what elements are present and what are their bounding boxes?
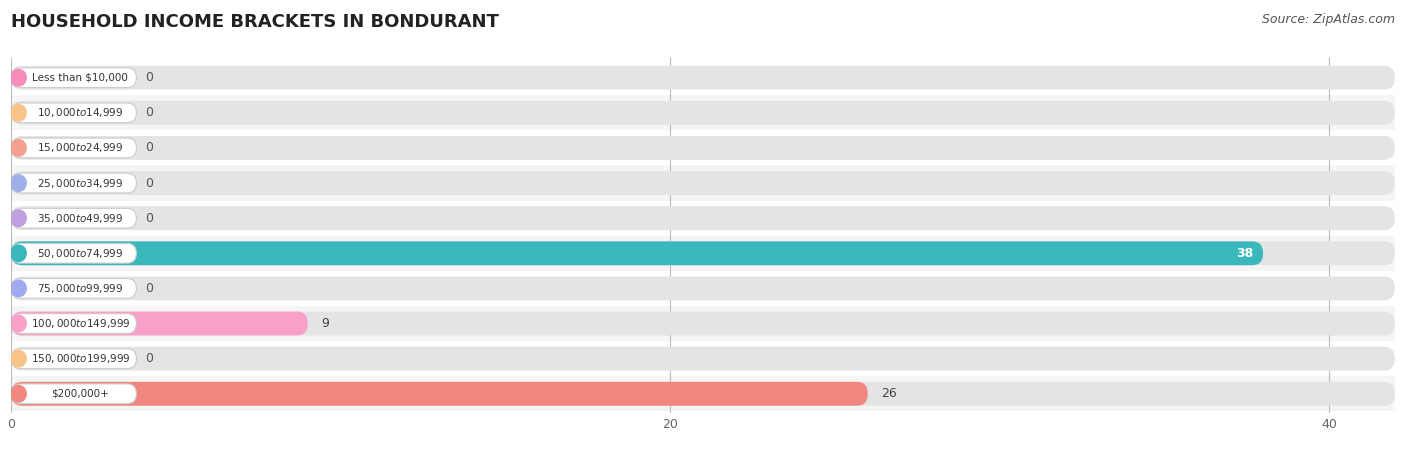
Text: Less than $10,000: Less than $10,000 xyxy=(32,73,128,83)
FancyBboxPatch shape xyxy=(11,60,1395,95)
Text: 9: 9 xyxy=(321,317,329,330)
Circle shape xyxy=(11,350,27,367)
Circle shape xyxy=(11,386,27,402)
Circle shape xyxy=(11,105,27,121)
Text: 0: 0 xyxy=(145,71,153,84)
FancyBboxPatch shape xyxy=(11,68,136,88)
Text: $35,000 to $49,999: $35,000 to $49,999 xyxy=(38,211,124,224)
FancyBboxPatch shape xyxy=(11,243,136,263)
Circle shape xyxy=(11,175,27,191)
Text: $100,000 to $149,999: $100,000 to $149,999 xyxy=(31,317,131,330)
Circle shape xyxy=(11,315,27,332)
FancyBboxPatch shape xyxy=(11,277,1395,300)
Text: $75,000 to $99,999: $75,000 to $99,999 xyxy=(38,282,124,295)
Text: $25,000 to $34,999: $25,000 to $34,999 xyxy=(38,176,124,189)
Text: 0: 0 xyxy=(145,282,153,295)
FancyBboxPatch shape xyxy=(11,103,136,123)
Circle shape xyxy=(11,70,27,86)
FancyBboxPatch shape xyxy=(11,130,1395,166)
Text: $200,000+: $200,000+ xyxy=(52,389,110,399)
Text: 0: 0 xyxy=(145,141,153,154)
FancyBboxPatch shape xyxy=(11,236,1395,271)
FancyBboxPatch shape xyxy=(11,312,1395,335)
FancyBboxPatch shape xyxy=(11,382,1395,406)
FancyBboxPatch shape xyxy=(11,312,308,335)
FancyBboxPatch shape xyxy=(11,206,1395,230)
FancyBboxPatch shape xyxy=(11,314,136,333)
Text: 0: 0 xyxy=(145,352,153,365)
FancyBboxPatch shape xyxy=(11,66,1395,90)
Circle shape xyxy=(11,210,27,226)
Text: 0: 0 xyxy=(145,211,153,224)
FancyBboxPatch shape xyxy=(11,171,1395,195)
Circle shape xyxy=(11,140,27,156)
Circle shape xyxy=(11,245,27,262)
FancyBboxPatch shape xyxy=(11,208,136,228)
FancyBboxPatch shape xyxy=(11,138,136,158)
FancyBboxPatch shape xyxy=(11,341,1395,376)
Text: HOUSEHOLD INCOME BRACKETS IN BONDURANT: HOUSEHOLD INCOME BRACKETS IN BONDURANT xyxy=(11,13,499,31)
FancyBboxPatch shape xyxy=(11,95,1395,130)
FancyBboxPatch shape xyxy=(11,101,1395,125)
FancyBboxPatch shape xyxy=(11,242,1263,265)
FancyBboxPatch shape xyxy=(11,347,1395,370)
FancyBboxPatch shape xyxy=(11,271,1395,306)
FancyBboxPatch shape xyxy=(11,382,868,406)
Text: Source: ZipAtlas.com: Source: ZipAtlas.com xyxy=(1261,13,1395,26)
Text: 0: 0 xyxy=(145,176,153,189)
Text: $50,000 to $74,999: $50,000 to $74,999 xyxy=(38,247,124,260)
FancyBboxPatch shape xyxy=(11,306,1395,341)
FancyBboxPatch shape xyxy=(11,384,136,404)
FancyBboxPatch shape xyxy=(11,173,136,193)
Text: 0: 0 xyxy=(145,106,153,119)
Text: $15,000 to $24,999: $15,000 to $24,999 xyxy=(38,141,124,154)
Text: $150,000 to $199,999: $150,000 to $199,999 xyxy=(31,352,131,365)
FancyBboxPatch shape xyxy=(11,166,1395,201)
FancyBboxPatch shape xyxy=(11,278,136,298)
FancyBboxPatch shape xyxy=(11,242,1395,265)
FancyBboxPatch shape xyxy=(11,201,1395,236)
FancyBboxPatch shape xyxy=(11,376,1395,411)
FancyBboxPatch shape xyxy=(11,349,136,369)
Text: 38: 38 xyxy=(1236,247,1253,260)
Text: $10,000 to $14,999: $10,000 to $14,999 xyxy=(38,106,124,119)
Circle shape xyxy=(11,280,27,297)
Text: 26: 26 xyxy=(882,387,897,400)
FancyBboxPatch shape xyxy=(11,136,1395,160)
